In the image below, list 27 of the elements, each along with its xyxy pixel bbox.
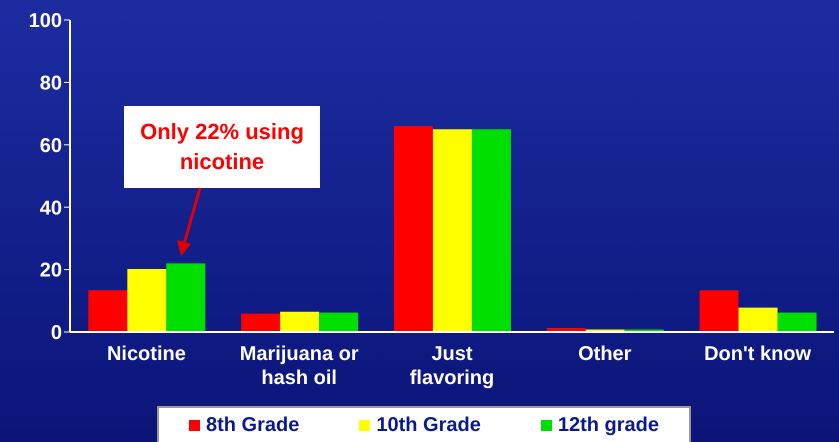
x-tick-label: Nicotine: [106, 343, 186, 365]
bar: [394, 126, 433, 332]
y-tick-label: 100: [28, 10, 62, 32]
bar: [280, 312, 320, 332]
bar: [166, 263, 206, 332]
bar: [241, 314, 280, 332]
y-tick-label: 0: [50, 322, 62, 344]
bar: [88, 290, 128, 332]
x-tick-label: Don't know: [704, 343, 812, 365]
y-tick-label: 40: [40, 197, 62, 220]
legend-label: 10th Grade: [375, 414, 481, 436]
bar: [319, 312, 358, 332]
x-tick-label: Other: [578, 343, 632, 365]
bar: [127, 268, 166, 332]
bar: [738, 308, 778, 332]
bar: [778, 312, 817, 332]
annotation: Only 22% using nicotine: [139, 118, 305, 176]
x-tick-label: Marijuana or hash oil: [240, 343, 359, 389]
bar: [700, 290, 739, 332]
legend-label: 12th grade: [556, 414, 659, 436]
y-tick-label: 20: [40, 260, 62, 282]
bar: [432, 129, 472, 332]
bar: [472, 129, 511, 332]
legend-label: 8th Grade: [205, 414, 300, 436]
y-tick-label: 80: [40, 72, 62, 94]
y-tick-label: 60: [40, 134, 62, 157]
x-tick-label: Just flavoring: [410, 343, 494, 389]
